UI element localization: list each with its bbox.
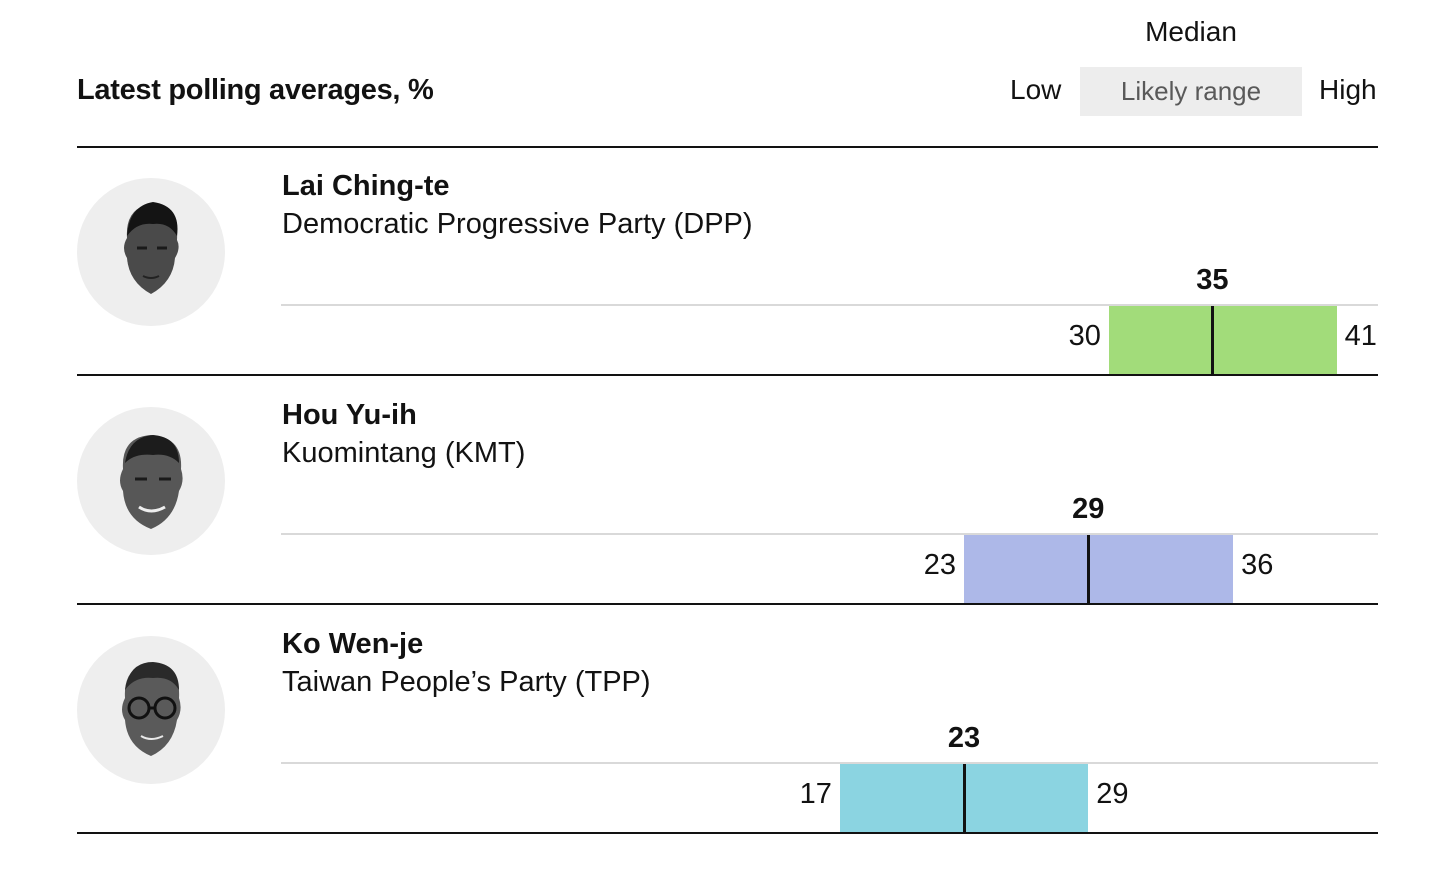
high-value-label: 29	[1096, 778, 1129, 810]
track-line	[281, 304, 1378, 306]
portrait-icon	[122, 662, 181, 756]
row-rule	[77, 832, 1378, 834]
candidate-row-lai: Lai Ching-te Democratic Progressive Part…	[0, 148, 1456, 376]
low-value-label: 23	[923, 549, 957, 581]
ko-portrait-avatar	[77, 636, 225, 784]
high-value-label: 41	[1344, 320, 1377, 352]
candidate-party: Democratic Progressive Party (DPP)	[282, 208, 753, 240]
candidate-name: Ko Wen-je	[282, 628, 424, 660]
low-value-label: 17	[799, 778, 832, 810]
candidate-party: Taiwan People’s Party (TPP)	[282, 666, 651, 698]
lai-portrait-avatar	[77, 178, 225, 326]
low-value-label: 30	[1068, 320, 1101, 352]
candidate-row-ko: Ko Wen-je Taiwan People’s Party (TPP) 23…	[0, 606, 1456, 834]
portrait-icon	[124, 202, 179, 294]
high-value-label: 36	[1241, 549, 1274, 581]
portrait-icon	[120, 435, 183, 529]
row-rule	[77, 603, 1378, 605]
median-value-label: 29	[1072, 493, 1105, 525]
median-marker	[1087, 535, 1091, 603]
track-line	[281, 533, 1378, 535]
candidate-row-hou: Hou Yu-ih Kuomintang (KMT) 29 23 36	[0, 377, 1456, 605]
hou-portrait-avatar	[77, 407, 225, 555]
likely-range-bar	[964, 535, 1234, 603]
median-value-label: 35	[1196, 264, 1229, 296]
legend-high-label: High	[1319, 74, 1377, 105]
median-marker	[1211, 306, 1215, 374]
track-line	[281, 762, 1378, 764]
row-rule	[77, 374, 1378, 376]
legend-low-label: Low	[1010, 74, 1062, 105]
likely-range-bar	[1108, 306, 1337, 374]
header-rule	[77, 146, 1378, 148]
legend-median-label: Median	[1145, 16, 1237, 47]
median-marker	[963, 764, 967, 832]
chart-title: Latest polling averages, %	[77, 74, 434, 106]
legend-likely-range: Likely range	[1080, 67, 1302, 116]
candidate-party: Kuomintang (KMT)	[282, 437, 526, 469]
candidate-name: Hou Yu-ih	[282, 399, 417, 431]
median-value-label: 23	[947, 722, 981, 754]
candidate-name: Lai Ching-te	[282, 170, 450, 202]
